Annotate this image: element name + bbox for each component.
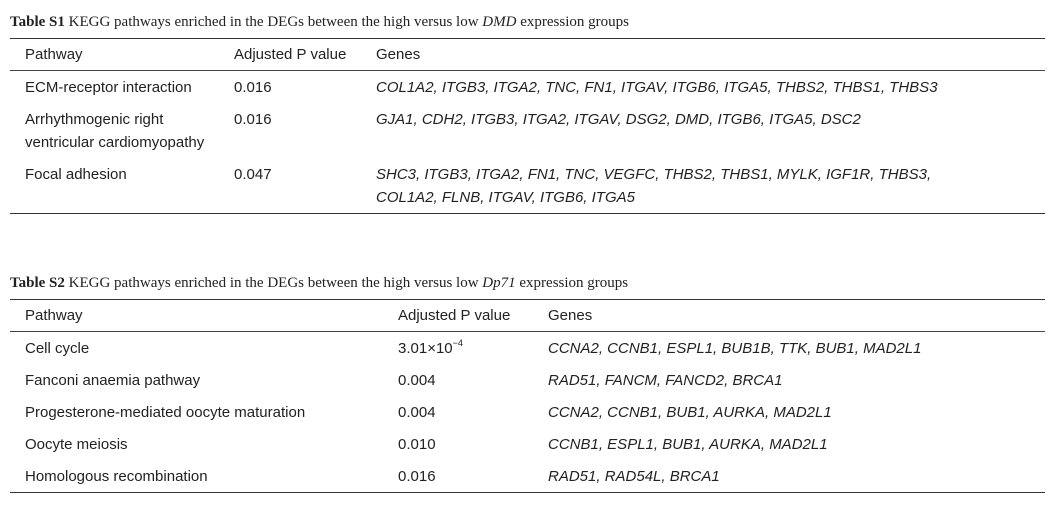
pathway-cell: Fanconi anaemia pathway (25, 372, 201, 389)
genes-cell: CCNA2, CCNB1, BUB1, AURKA, MAD2L1 (548, 404, 832, 421)
p-value-cell: 0.047 (234, 166, 272, 183)
p-value-cell: 0.004 (398, 372, 436, 389)
p-value-cell: 0.016 (398, 468, 436, 485)
genes-cell: SHC3, ITGB3, ITGA2, FN1, TNC, VEGFC, THB… (376, 166, 932, 206)
pathway-cell: Oocyte meiosis (25, 436, 128, 453)
table-label: Table S2 (10, 275, 65, 291)
pathway-cell: Progesterone-mediated oocyte maturation (25, 404, 306, 421)
title-suffix: expression groups (519, 275, 629, 291)
table-row: Fanconi anaemia pathway 0.004 RAD51, FANCM… (10, 364, 1045, 396)
table-s1: Table S1 KEGG pathways enriched in the D… (10, 11, 1045, 214)
title-gene: DMD (482, 14, 517, 30)
p-value-cell: 0.004 (398, 404, 436, 421)
table-row: Arrhythmogenic right ventricular cardiom… (10, 103, 1045, 158)
p-value-cell: 0.010 (398, 436, 436, 453)
table-row: ECM-receptor interaction 0.016 COL1A2, ITG… (10, 71, 1045, 103)
pathway-cell: Focal adhesion (25, 166, 127, 183)
table-row: Progesterone-mediated oocyte maturation 0… (10, 396, 1045, 428)
table-s2: Table S2 KEGG pathways enriched in the D… (10, 272, 1045, 493)
table-row: Cell cycle 3.01×10−4 CCNA2, CCNB1, ESPL1, … (10, 332, 1045, 364)
table-row: Oocyte meiosis 0.010 CCNB1, ESPL1, BUB1, A… (10, 428, 1045, 460)
header-row: Pathway Adjusted P value Genes (10, 39, 1045, 71)
pathway-cell: Homologous recombination (25, 468, 208, 485)
table-row: Homologous recombination 0.016 RAD51, RAD5… (10, 460, 1045, 492)
title-text: KEGG pathways enriched in the DEGs betwe… (68, 14, 479, 30)
table-row: Focal adhesion 0.047 SHC3, ITGB3, ITGA2, F… (10, 158, 1045, 213)
header-cell: Adjusted P value (234, 46, 347, 63)
p-value-cell: 3.01×10−4 (398, 337, 538, 360)
genes-cell: CCNB1, ESPL1, BUB1, AURKA, MAD2L1 (548, 436, 828, 453)
p-value-exponent: −4 (452, 338, 463, 348)
header-row: Pathway Adjusted P value Genes (10, 300, 1045, 332)
table-body: Pathway Adjusted P value Genes ECM-receptor… (10, 38, 1045, 214)
table-body: Pathway Adjusted P value Genes Cell cycle 3.… (10, 299, 1045, 493)
title-gene: Dp71 (482, 275, 516, 291)
genes-cell: RAD51, RAD54L, BRCA1 (548, 468, 720, 485)
genes-cell: COL1A2, ITGB3, ITGA2, TNC, FN1, ITGAV, I… (376, 79, 938, 96)
pathway-cell: ECM-receptor interaction (25, 79, 192, 96)
genes-cell: RAD51, FANCM, FANCD2, BRCA1 (548, 372, 783, 389)
header-cell: Pathway (25, 46, 83, 63)
title-text: KEGG pathways enriched in the DEGs betwe… (68, 275, 479, 291)
header-cell: Genes (548, 307, 593, 324)
table-label: Table S1 (10, 14, 65, 30)
table-title: Table S2 KEGG pathways enriched in the D… (10, 272, 1045, 299)
p-value-base: 3.01×10 (398, 340, 453, 357)
title-suffix: expression groups (520, 14, 629, 30)
header-cell: Genes (376, 46, 421, 63)
pathway-cell: Cell cycle (25, 340, 90, 357)
pathway-cell: Arrhythmogenic right ventricular cardiom… (25, 111, 205, 151)
header-cell: Pathway (25, 307, 83, 324)
genes-cell: CCNA2, CCNB1, ESPL1, BUB1B, TTK, BUB1, M… (548, 340, 922, 357)
p-value-cell: 0.016 (234, 79, 272, 96)
table-title: Table S1 KEGG pathways enriched in the D… (10, 11, 1045, 38)
header-cell: Adjusted P value (398, 307, 511, 324)
p-value-cell: 0.016 (234, 111, 272, 128)
genes-cell: GJA1, CDH2, ITGB3, ITGA2, ITGAV, DSG2, D… (376, 111, 861, 128)
